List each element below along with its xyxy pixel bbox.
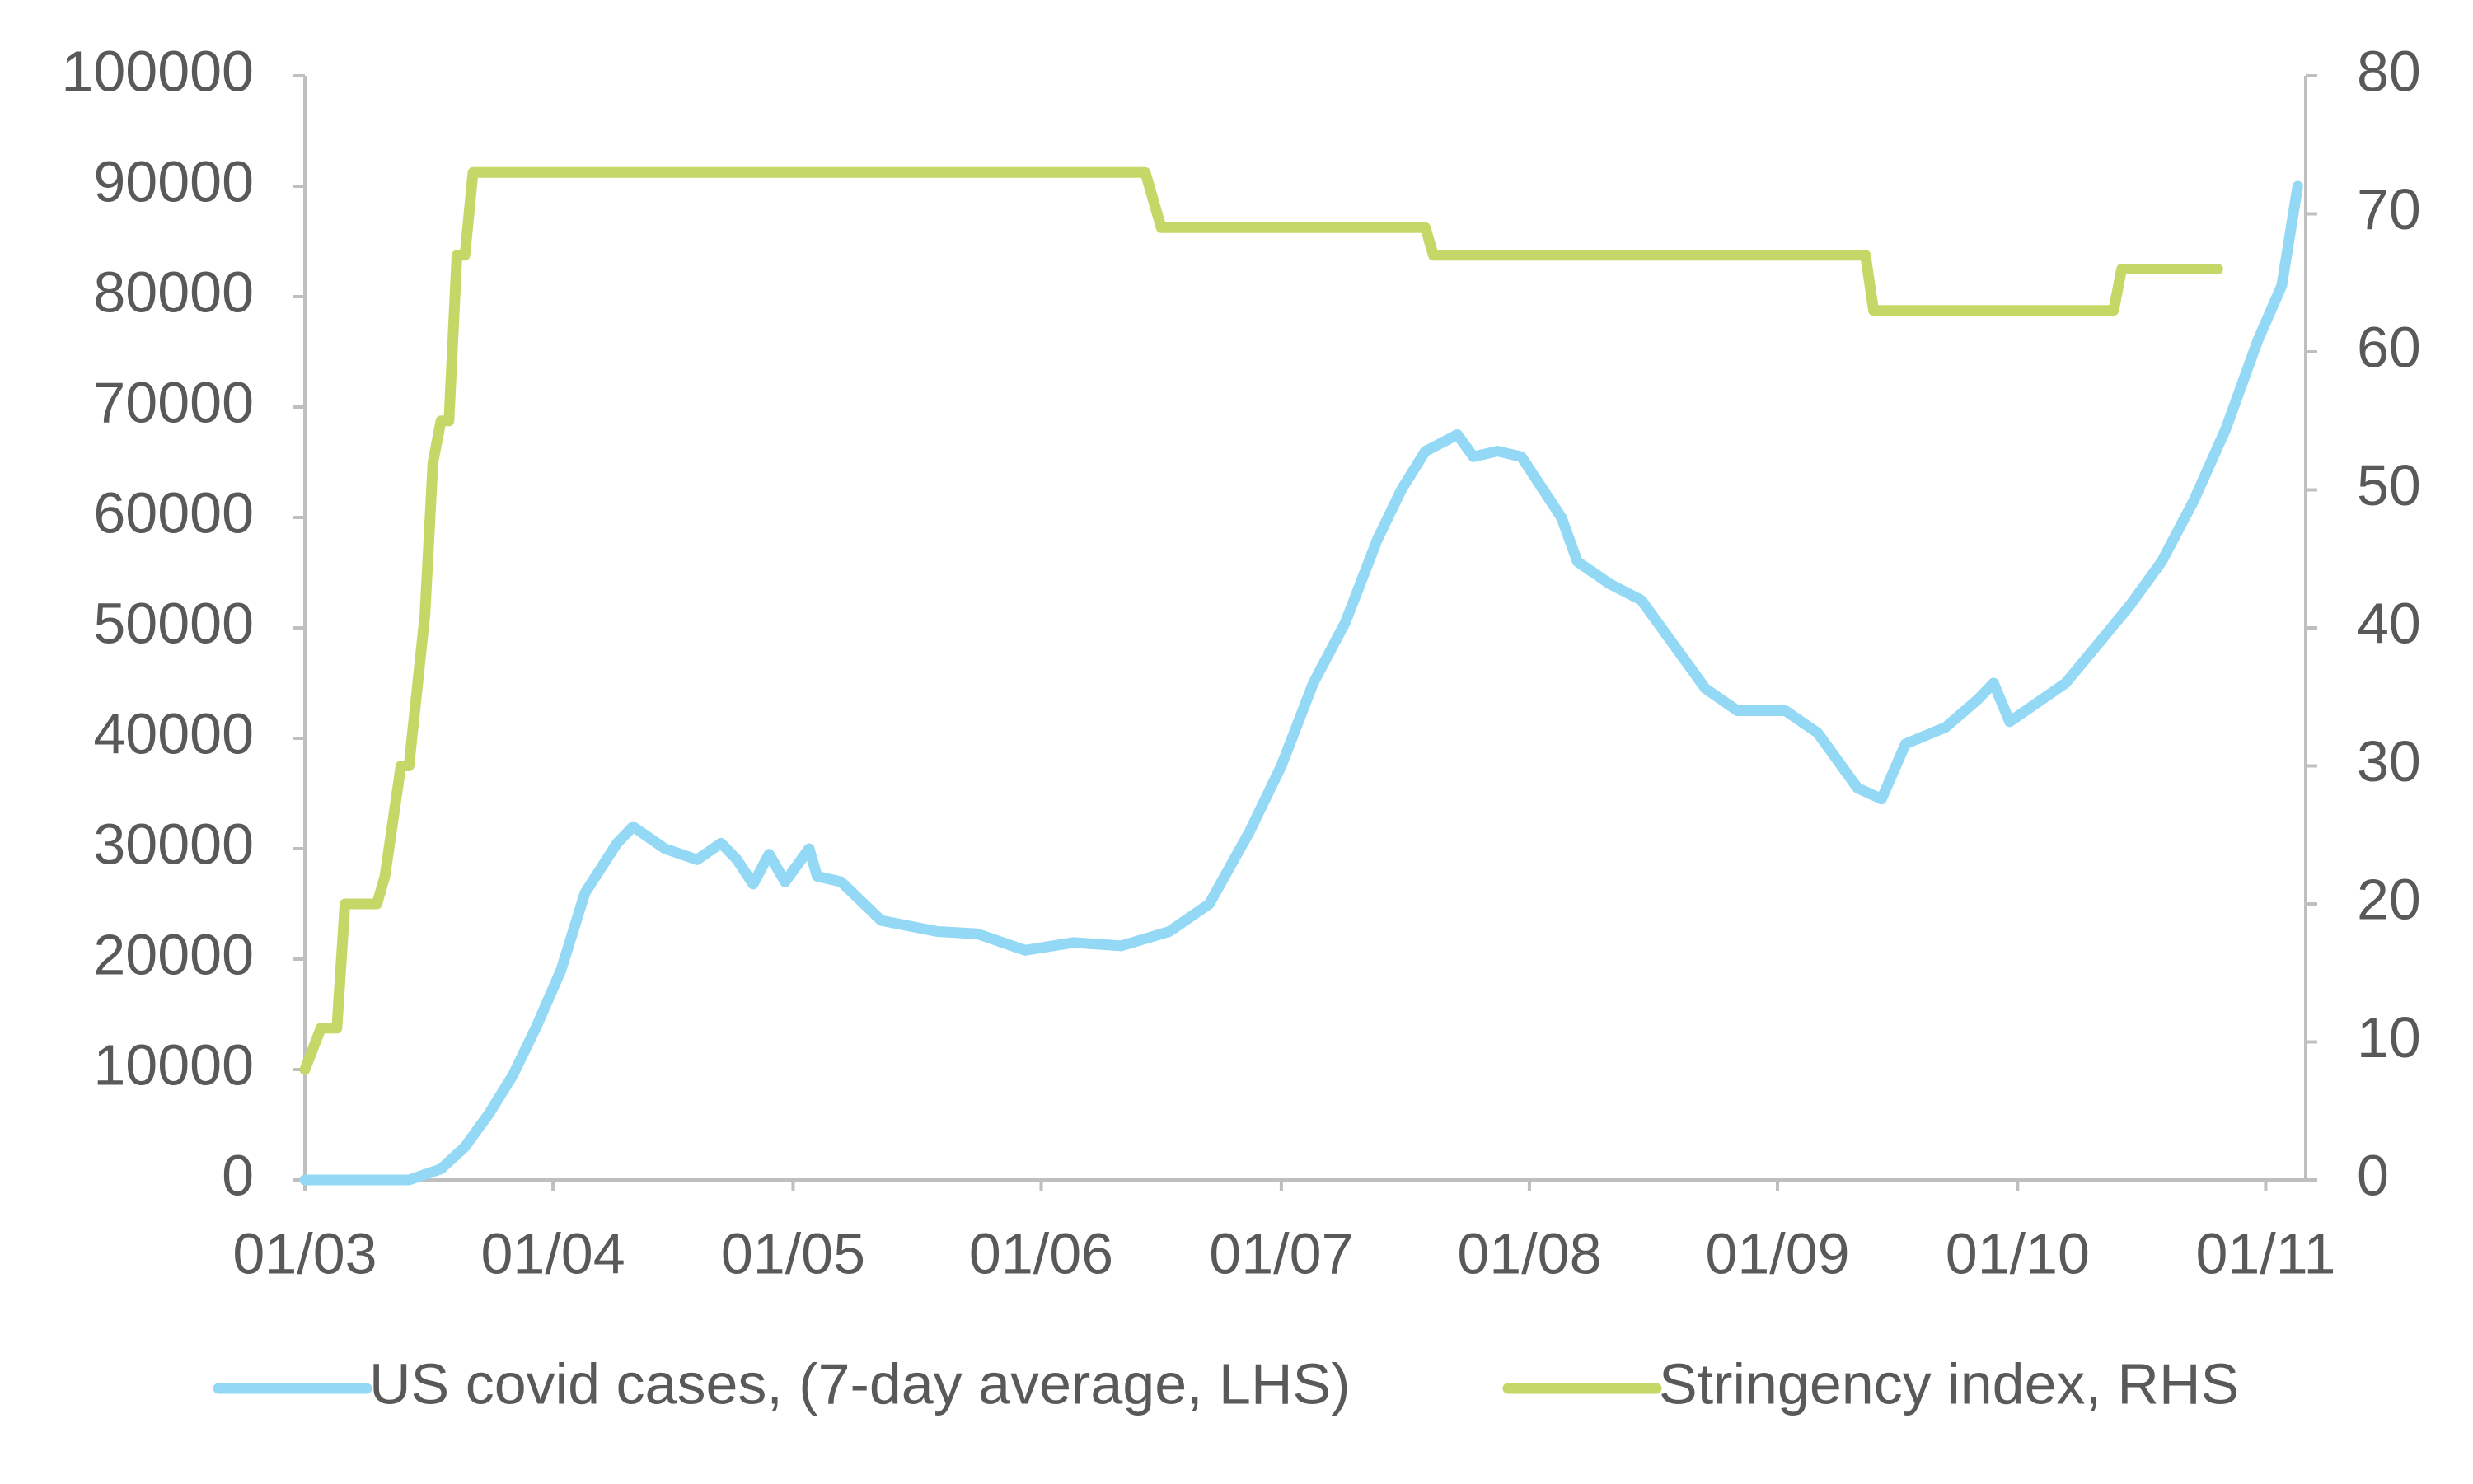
series-line bbox=[299, 180, 2303, 1186]
y-tick-label: 40000 bbox=[93, 701, 254, 765]
y-tick-label: 30000 bbox=[93, 812, 254, 876]
y-tick-label: 0 bbox=[222, 1143, 254, 1207]
series-line bbox=[299, 166, 2223, 1075]
y2-tick-label: 30 bbox=[2357, 729, 2421, 793]
legend-label: Stringency index, RHS bbox=[1659, 1351, 2239, 1416]
x-tick-label: 01/08 bbox=[1457, 1221, 1601, 1285]
x-tick-label: 01/05 bbox=[721, 1221, 865, 1285]
legend-label: US covid cases, (7-day average, LHS) bbox=[369, 1351, 1351, 1416]
y-tick-label: 70000 bbox=[93, 370, 254, 434]
x-tick-label: 01/03 bbox=[232, 1221, 377, 1285]
y2-tick-label: 10 bbox=[2357, 1005, 2421, 1070]
x-tick-label: 01/07 bbox=[1209, 1221, 1353, 1285]
y2-tick-label: 0 bbox=[2357, 1143, 2389, 1207]
x-tick-label: 01/10 bbox=[1946, 1221, 2090, 1285]
y-tick-label: 50000 bbox=[93, 591, 254, 655]
x-tick-label: 01/06 bbox=[969, 1221, 1113, 1285]
y2-tick-label: 60 bbox=[2357, 315, 2421, 379]
y-tick-label: 100000 bbox=[61, 39, 254, 103]
y-tick-label: 60000 bbox=[93, 480, 254, 545]
y2-tick-label: 40 bbox=[2357, 591, 2421, 655]
y-tick-label: 20000 bbox=[93, 922, 254, 986]
y2-tick-label: 20 bbox=[2357, 867, 2421, 931]
x-tick-label: 01/11 bbox=[2195, 1221, 2335, 1285]
y-tick-label: 80000 bbox=[93, 260, 254, 324]
y2-tick-label: 80 bbox=[2357, 39, 2421, 103]
x-tick-label: 01/09 bbox=[1705, 1221, 1849, 1285]
y2-tick-label: 70 bbox=[2357, 177, 2421, 241]
y2-tick-label: 50 bbox=[2357, 453, 2421, 517]
x-tick-label: 01/04 bbox=[480, 1221, 625, 1285]
y-tick-label: 10000 bbox=[93, 1032, 254, 1097]
y-tick-label: 90000 bbox=[93, 149, 254, 213]
